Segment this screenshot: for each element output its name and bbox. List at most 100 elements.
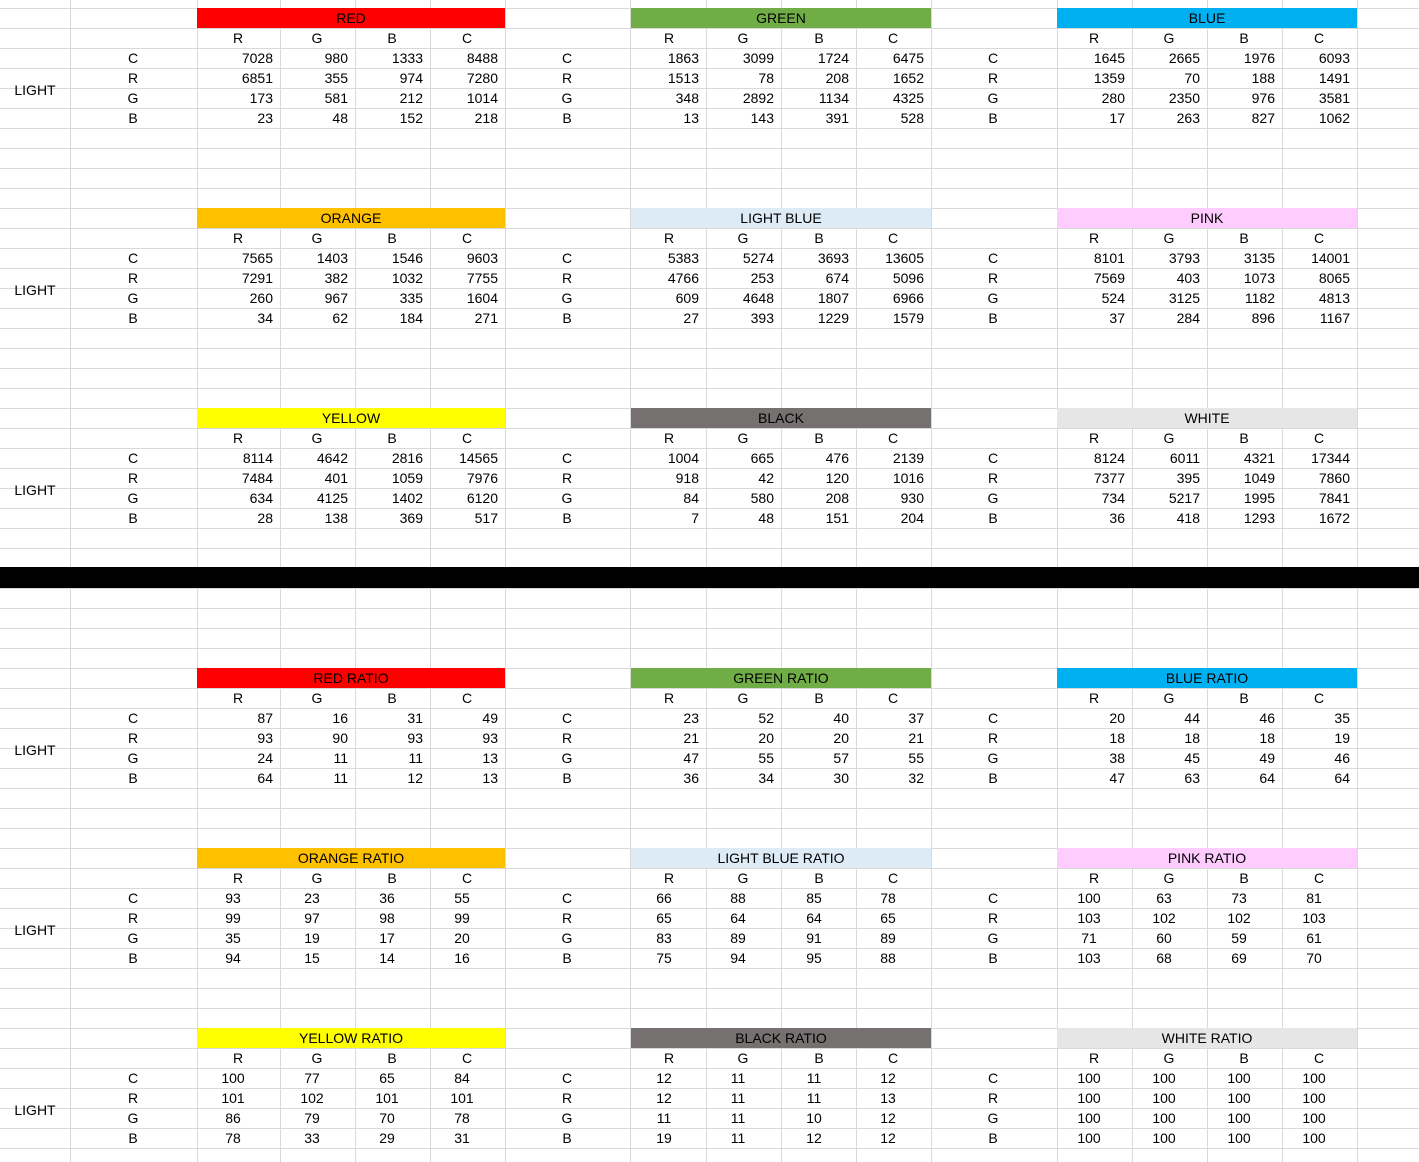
value-cell[interactable]: 152 <box>399 110 423 126</box>
value-cell[interactable]: 100 <box>1152 1070 1176 1086</box>
value-cell[interactable]: 208 <box>825 70 849 86</box>
value-cell[interactable]: 35 <box>225 930 241 946</box>
value-cell[interactable]: 102 <box>300 1090 324 1106</box>
value-cell[interactable]: 103 <box>1302 910 1326 926</box>
value-cell[interactable]: 78 <box>880 890 896 906</box>
value-cell[interactable]: 1182 <box>1244 290 1275 306</box>
value-cell[interactable]: 7569 <box>1093 270 1125 286</box>
value-cell[interactable]: 94 <box>225 950 241 966</box>
value-cell[interactable]: 23 <box>304 890 320 906</box>
value-cell[interactable]: 15 <box>304 950 320 966</box>
value-cell[interactable]: 12 <box>806 1130 822 1146</box>
value-cell[interactable]: 78 <box>454 1110 470 1126</box>
value-cell[interactable]: 1863 <box>667 50 699 66</box>
value-cell[interactable]: 2350 <box>1168 90 1200 106</box>
value-cell[interactable]: 9603 <box>466 250 498 266</box>
value-cell[interactable]: 91 <box>806 930 822 946</box>
value-cell[interactable]: 55 <box>758 750 774 766</box>
value-cell[interactable]: 11 <box>730 1090 746 1106</box>
value-cell[interactable]: 6475 <box>892 50 924 66</box>
value-cell[interactable]: 1167 <box>1319 310 1350 326</box>
value-cell[interactable]: 100 <box>1227 1110 1251 1126</box>
value-cell[interactable]: 90 <box>332 730 348 746</box>
value-cell[interactable]: 102 <box>1227 910 1251 926</box>
value-cell[interactable]: 581 <box>324 90 348 106</box>
value-cell[interactable]: 31 <box>407 710 423 726</box>
value-cell[interactable]: 83 <box>656 930 672 946</box>
value-cell[interactable]: 580 <box>750 490 774 506</box>
value-cell[interactable]: 29 <box>379 1130 395 1146</box>
value-cell[interactable]: 11 <box>730 1130 746 1146</box>
value-cell[interactable]: 7280 <box>466 70 498 86</box>
value-cell[interactable]: 100 <box>1302 1070 1326 1086</box>
value-cell[interactable]: 263 <box>1176 110 1200 126</box>
value-cell[interactable]: 100 <box>1302 1090 1326 1106</box>
value-cell[interactable]: 120 <box>825 470 849 486</box>
value-cell[interactable]: 1134 <box>818 90 849 106</box>
value-cell[interactable]: 8065 <box>1318 270 1350 286</box>
value-cell[interactable]: 100 <box>221 1070 245 1086</box>
value-cell[interactable]: 42 <box>758 470 774 486</box>
value-cell[interactable]: 4813 <box>1318 290 1350 306</box>
value-cell[interactable]: 100 <box>1227 1090 1251 1106</box>
value-cell[interactable]: 12 <box>656 1070 672 1086</box>
value-cell[interactable]: 100 <box>1077 1130 1101 1146</box>
value-cell[interactable]: 40 <box>833 710 849 726</box>
value-cell[interactable]: 7755 <box>466 270 498 286</box>
value-cell[interactable]: 1513 <box>667 70 699 86</box>
value-cell[interactable]: 85 <box>806 890 822 906</box>
value-cell[interactable]: 32 <box>908 770 924 786</box>
value-cell[interactable]: 11 <box>730 1070 746 1086</box>
value-cell[interactable]: 71 <box>1081 930 1097 946</box>
value-cell[interactable]: 98 <box>379 910 395 926</box>
value-cell[interactable]: 62 <box>332 310 348 326</box>
value-cell[interactable]: 100 <box>1302 1130 1326 1146</box>
value-cell[interactable]: 23 <box>683 710 699 726</box>
value-cell[interactable]: 36 <box>379 890 395 906</box>
value-cell[interactable]: 63 <box>1156 890 1172 906</box>
value-cell[interactable]: 212 <box>399 90 423 106</box>
value-cell[interactable]: 44 <box>1184 710 1200 726</box>
value-cell[interactable]: 1014 <box>466 90 498 106</box>
value-cell[interactable]: 980 <box>324 50 348 66</box>
value-cell[interactable]: 3099 <box>742 50 774 66</box>
value-cell[interactable]: 57 <box>833 750 849 766</box>
value-cell[interactable]: 18 <box>1109 730 1125 746</box>
value-cell[interactable]: 8114 <box>242 450 273 466</box>
value-cell[interactable]: 1073 <box>1243 270 1275 286</box>
value-cell[interactable]: 20 <box>833 730 849 746</box>
value-cell[interactable]: 13 <box>683 110 699 126</box>
value-cell[interactable]: 17344 <box>1311 450 1350 466</box>
block-header[interactable]: BLUE RATIO <box>1057 668 1357 688</box>
value-cell[interactable]: 99 <box>225 910 241 926</box>
value-cell[interactable]: 24 <box>257 750 273 766</box>
value-cell[interactable]: 64 <box>257 770 273 786</box>
value-cell[interactable]: 87 <box>257 710 273 726</box>
value-cell[interactable]: 3693 <box>817 250 849 266</box>
value-cell[interactable]: 8124 <box>1093 450 1125 466</box>
value-cell[interactable]: 70 <box>1306 950 1322 966</box>
value-cell[interactable]: 70 <box>1184 70 1200 86</box>
value-cell[interactable]: 391 <box>825 110 849 126</box>
value-cell[interactable]: 61 <box>1306 930 1322 946</box>
value-cell[interactable]: 46 <box>1259 710 1275 726</box>
value-cell[interactable]: 36 <box>1109 510 1125 526</box>
value-cell[interactable]: 100 <box>1077 1110 1101 1126</box>
block-header[interactable]: GREEN <box>631 8 931 28</box>
value-cell[interactable]: 89 <box>880 930 896 946</box>
value-cell[interactable]: 48 <box>332 110 348 126</box>
value-cell[interactable]: 12 <box>880 1110 896 1126</box>
value-cell[interactable]: 8101 <box>1093 250 1125 266</box>
value-cell[interactable]: 930 <box>900 490 924 506</box>
value-cell[interactable]: 14565 <box>459 450 498 466</box>
value-cell[interactable]: 19 <box>304 930 320 946</box>
value-cell[interactable]: 12 <box>656 1090 672 1106</box>
value-cell[interactable]: 103 <box>1077 910 1101 926</box>
value-cell[interactable]: 5096 <box>892 270 924 286</box>
value-cell[interactable]: 99 <box>454 910 470 926</box>
value-cell[interactable]: 393 <box>750 310 774 326</box>
value-cell[interactable]: 86 <box>225 1110 241 1126</box>
value-cell[interactable]: 11 <box>333 770 348 786</box>
value-cell[interactable]: 7841 <box>1318 490 1350 506</box>
value-cell[interactable]: 27 <box>683 310 699 326</box>
